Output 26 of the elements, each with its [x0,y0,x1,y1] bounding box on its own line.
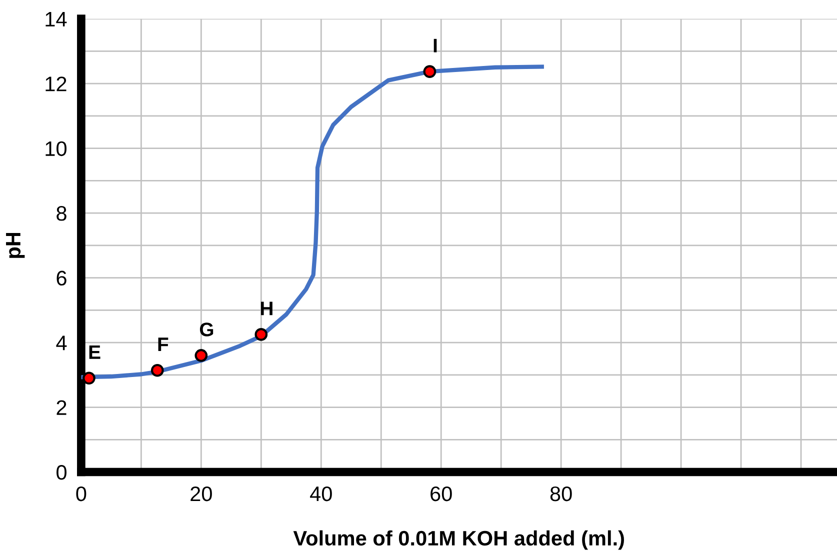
x-tick-label: 80 [550,486,572,502]
y-tick-label: 10 [46,141,66,156]
y-tick-label: 6 [56,270,66,286]
point [423,65,436,78]
y-tick-label: 14 [46,12,67,26]
point [82,372,96,385]
x-axis-title: Volume of 0.01M KOH added (ml.) [293,530,624,550]
y-tick-label: 8 [56,206,66,221]
y-axis-title: pH [6,232,25,258]
annotation: F [158,338,168,352]
point [150,364,164,377]
point [194,349,208,362]
annotation: G [200,322,214,336]
x-tick-label: 60 [430,486,452,502]
point [254,328,268,341]
annotation: E [89,345,100,359]
y-tick-label: 2 [56,400,66,415]
y-tick-label: 12 [46,76,66,92]
y-tick-label: 0 [56,465,66,480]
x-tick-label: 40 [310,486,332,502]
x-tick-label: 0 [76,486,86,502]
annotation: H [260,302,272,316]
line-series [81,64,544,380]
annotation: I [434,38,437,52]
y-tick-label: 4 [56,336,67,350]
x-tick-label: 20 [190,486,212,502]
